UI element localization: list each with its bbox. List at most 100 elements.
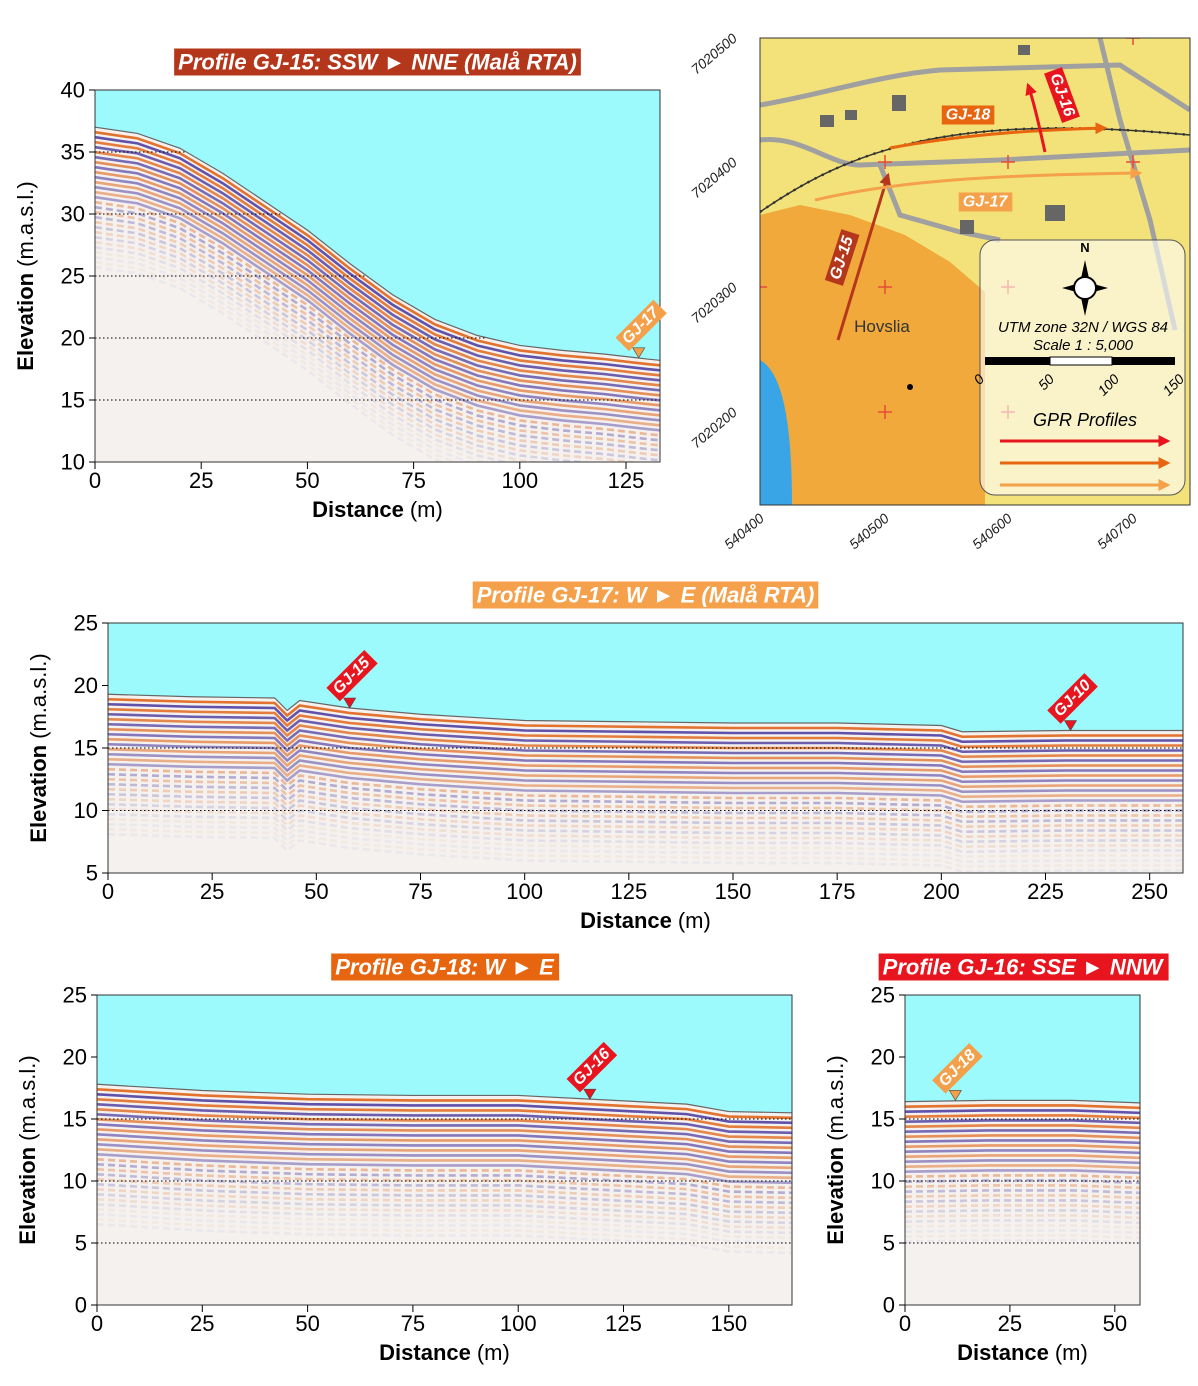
reflection-band (108, 707, 1183, 749)
reflection-band (108, 752, 1183, 794)
y-tick-label: 20 (74, 673, 98, 698)
reflection-band (108, 717, 1183, 759)
x-axis-name: Distance (379, 1340, 471, 1365)
map: Hovslia GJ-18 GJ-16 GJ-17 GJ-15 N UTM zo… (688, 30, 1191, 552)
radargram (108, 697, 1183, 873)
x-tick-label: 75 (401, 468, 425, 493)
reflection-band (108, 742, 1183, 784)
y-tick-label: 20 (871, 1045, 895, 1070)
profile-arrow (1025, 82, 1047, 153)
reflection-band (95, 170, 660, 407)
reflection-band (95, 240, 545, 462)
reflection-band (108, 727, 1183, 769)
reflection-band (97, 1197, 792, 1230)
profile-marker (583, 1088, 597, 1100)
chart: 0 5 10 15 20 25 0 25 50 75 100 125 150 Distance (m) Ele… (15, 953, 793, 1365)
y-tick-label: 15 (61, 388, 85, 413)
x-axis-label: Distance (m) (312, 497, 443, 522)
y-axis-label: Elevation (m.a.s.l.) (823, 1055, 848, 1244)
profile-label-bg (932, 1043, 983, 1094)
reflection-band (97, 1142, 792, 1175)
reflection-band (97, 1172, 792, 1205)
reflection-band (97, 1157, 792, 1190)
x-tick-label: 100 (506, 879, 543, 904)
reflection-band (905, 1154, 1140, 1160)
reflection-band (905, 1129, 1140, 1135)
y-axis-unit: (m.a.s.l.) (13, 181, 38, 267)
y-tick-label: 0 (75, 1293, 87, 1318)
reflection-band (95, 130, 660, 367)
reflection-band (95, 245, 511, 462)
northing: 7020200 (688, 404, 740, 451)
y-tick-label: 25 (61, 264, 85, 289)
y-tick-label: 25 (871, 983, 895, 1008)
reflection-band (97, 1187, 792, 1220)
x-axis-unit: (m) (678, 908, 711, 933)
y-axis-name: Elevation (823, 1147, 848, 1245)
reflection-band (905, 1234, 1140, 1240)
reflection-band (95, 185, 660, 422)
reflection-band (108, 702, 1183, 744)
reflection-band (97, 1192, 792, 1225)
y-axis-label: Elevation (m.a.s.l.) (13, 181, 38, 370)
easting: 540400 (721, 510, 767, 552)
sky (108, 623, 1183, 732)
place-label: Hovslia (854, 317, 910, 336)
surface-line (107, 693, 1183, 733)
chart-title: Profile GJ-15: SSW ► NNE (Malå RTA) (174, 48, 581, 76)
reflection-band (97, 1162, 792, 1195)
northing: 7020400 (688, 154, 740, 201)
x-tick-label: 200 (923, 879, 960, 904)
x-tick-label: 50 (295, 1311, 319, 1336)
buildings (820, 45, 1065, 234)
chart: 0 5 10 15 20 25 0 25 50 Distance (m) Elevation (m.a.… (823, 953, 1169, 1365)
reflection-band (905, 1179, 1140, 1185)
x-axis-unit: (m) (477, 1340, 510, 1365)
x-tick-label: 50 (295, 468, 319, 493)
reflection-band (108, 737, 1183, 779)
y-axis-unit: (m.a.s.l.) (823, 1055, 848, 1141)
y-axis-unit: (m.a.s.l.) (15, 1055, 40, 1141)
x-axis-name: Distance (312, 497, 404, 522)
y-tick-label: 30 (61, 202, 85, 227)
reflection-band (97, 1222, 792, 1255)
y-axis-name: Elevation (15, 1147, 40, 1245)
x-tick-label: 25 (190, 1311, 214, 1336)
x-tick-label: 175 (819, 879, 856, 904)
reflection-band (108, 747, 1183, 789)
map-label-bg (824, 229, 860, 286)
x-tick-label: 0 (89, 468, 101, 493)
reflection-band (97, 1202, 792, 1235)
y-axis-label: Elevation (m.a.s.l.) (15, 1055, 40, 1244)
y-tick-label: 15 (74, 736, 98, 761)
map-label-text: GJ-18 (946, 107, 991, 124)
chart-title-text: Profile GJ-18: W ► E (335, 955, 555, 980)
x-tick-label: 25 (189, 468, 213, 493)
reflection-band (905, 1134, 1140, 1140)
map-legend: N UTM zone 32N / WGS 84 Scale 1 : 5,000 … (970, 239, 1187, 496)
reflection-band (95, 140, 660, 377)
reflection-band (905, 1144, 1140, 1150)
profile-arrow (889, 122, 1108, 150)
reflection-band (97, 1212, 792, 1245)
reflection-band (905, 1164, 1140, 1170)
legend-box (979, 239, 1186, 496)
x-tick-label: 25 (998, 1311, 1022, 1336)
x-tick-label: 0 (91, 1311, 103, 1336)
map-profile-label: GJ-18 (941, 105, 995, 125)
reflection-band (95, 255, 472, 462)
water (760, 360, 792, 505)
surface-line (94, 126, 661, 361)
profile-arrow (836, 172, 891, 341)
reflection-band (905, 1159, 1140, 1165)
reflection-band (95, 215, 660, 452)
reflection-band (108, 722, 1183, 764)
datum: UTM zone 32N / WGS 84 (998, 319, 1168, 336)
reflection-band (95, 150, 660, 387)
chart-title-bg (878, 953, 1169, 981)
reflection-band (905, 1174, 1140, 1180)
chart-title-bg (331, 953, 560, 981)
reflection-band (97, 1097, 792, 1130)
y-tick-label: 15 (63, 1107, 87, 1132)
